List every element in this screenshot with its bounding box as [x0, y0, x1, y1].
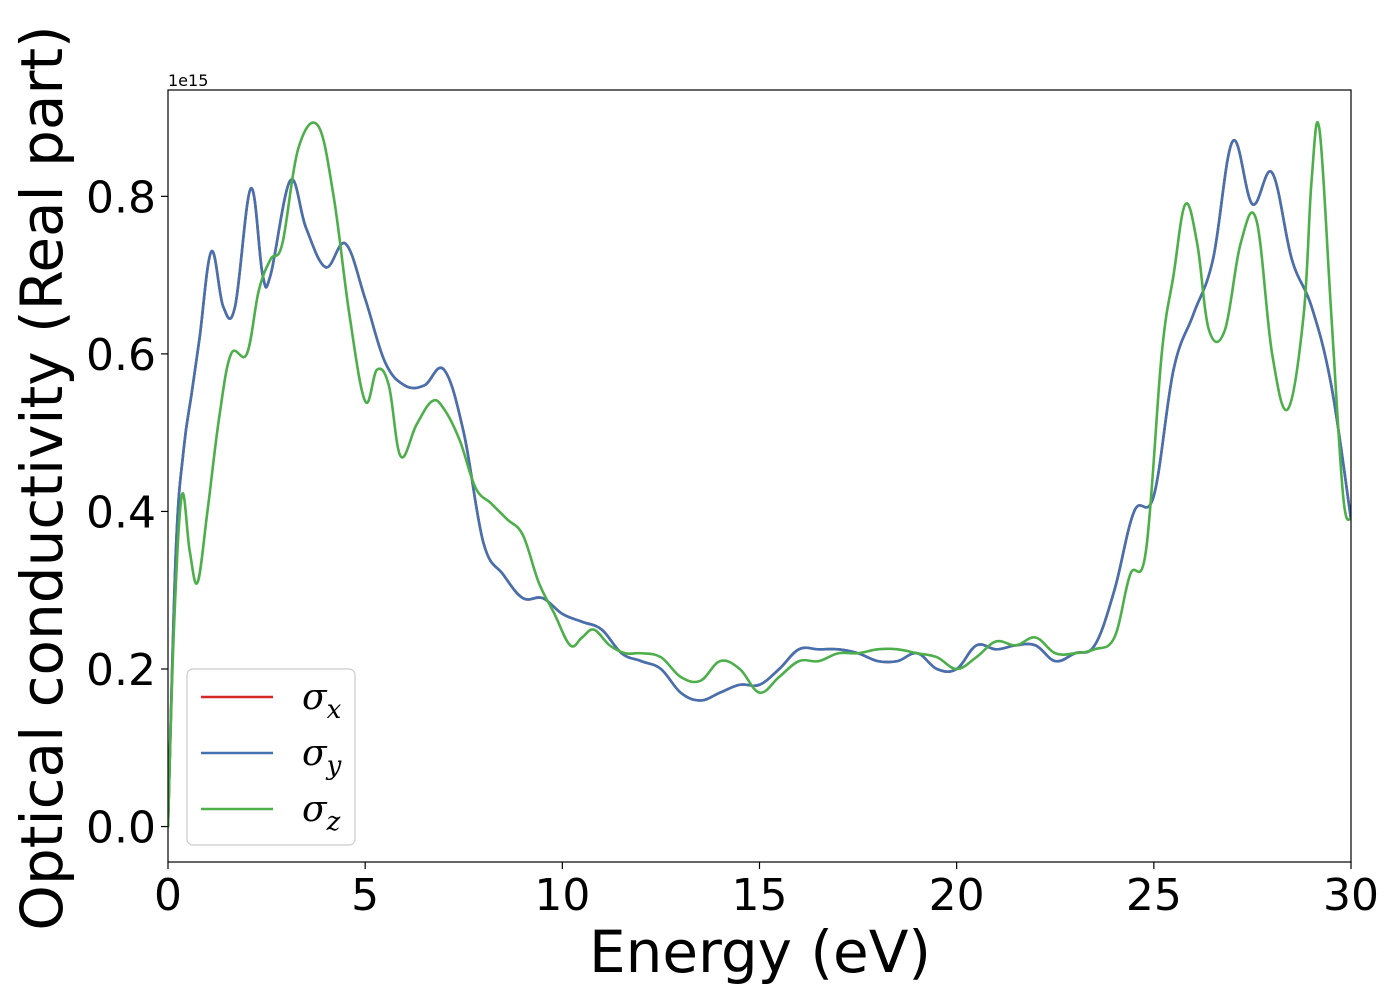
- x-tick-label: 0: [154, 870, 182, 921]
- series-layer: [168, 120, 1351, 828]
- x-tick-label: 20: [929, 870, 985, 921]
- y-offset-label: 1e15: [168, 71, 208, 90]
- x-tick-label: 15: [732, 870, 788, 921]
- x-axis-title: Energy (eV): [589, 918, 931, 986]
- series-line-z: [168, 120, 1351, 828]
- y-tick-label: 0.6: [86, 330, 156, 381]
- y-tick-label: 0.8: [86, 172, 156, 223]
- series-line-y: [168, 139, 1351, 828]
- axes-layer: 0 5 10 15 20 25 30 0.0 0.2 0.4 0.6 0.8: [86, 89, 1379, 921]
- x-tick-label: 5: [351, 870, 379, 921]
- y-tick-label: 0.0: [86, 803, 156, 854]
- x-tick-label: 25: [1126, 870, 1182, 921]
- x-tick-label: 10: [534, 870, 590, 921]
- x-tick-label: 30: [1323, 870, 1379, 921]
- legend-label-x: σx: [302, 677, 342, 725]
- y-axis-title: Optical conductivity (Real part): [8, 25, 76, 930]
- y-tick-label: 0.4: [86, 487, 156, 538]
- legend-box: [186, 668, 356, 846]
- legend-label-y: σy: [302, 733, 342, 781]
- y-tick-label: 0.2: [86, 645, 156, 696]
